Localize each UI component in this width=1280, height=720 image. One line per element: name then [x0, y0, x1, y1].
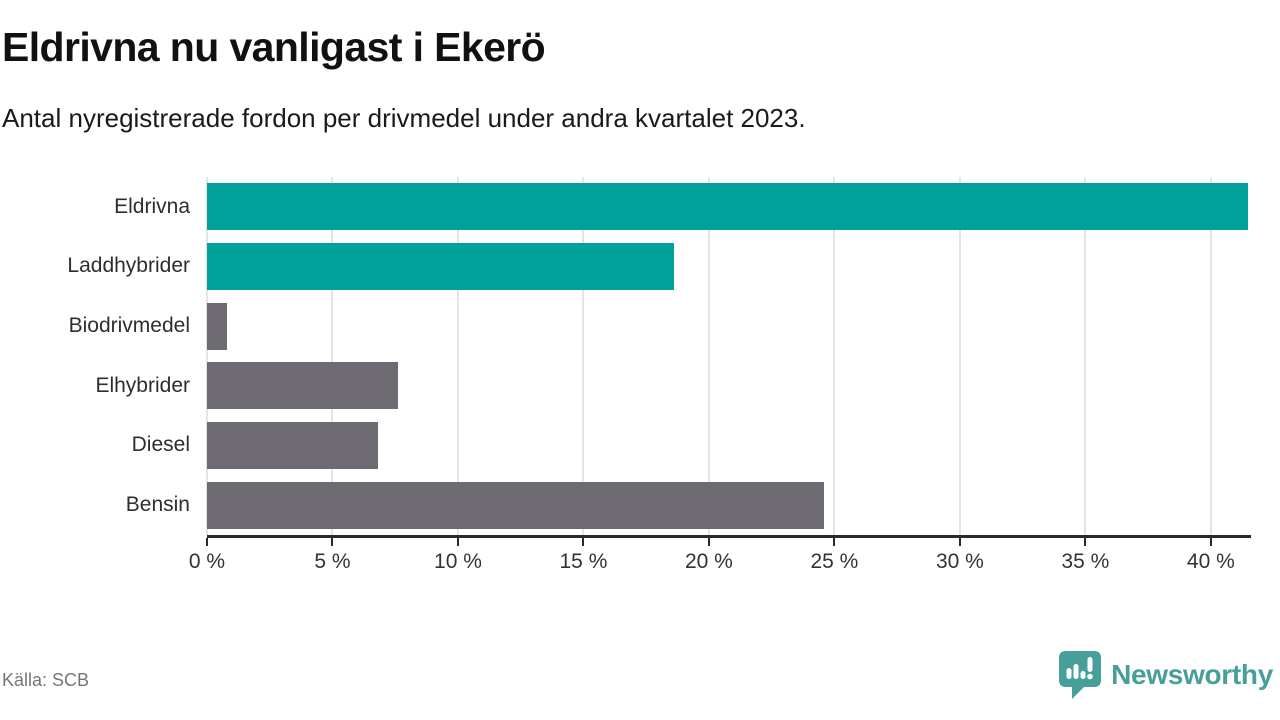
gridline	[1084, 177, 1087, 535]
newsworthy-logo: Newsworthy	[1058, 650, 1273, 700]
gridline	[456, 177, 459, 535]
gridline	[833, 177, 836, 535]
x-tick	[206, 538, 208, 546]
x-tick	[833, 538, 836, 546]
x-tick-label: 5 %	[314, 550, 351, 573]
x-axis-line	[207, 535, 1251, 538]
plot-area: 0 % 5 % 10 % 15 % 20 % 25 % 30 % 35 % 40 %	[189, 177, 1251, 573]
newsworthy-logo-text: Newsworthy	[1111, 659, 1273, 690]
gridline	[1209, 177, 1212, 535]
chart-title: Eldrivna nu vanligast i Ekerö	[2, 24, 546, 70]
x-tick	[1209, 538, 1212, 546]
gridline	[331, 177, 334, 535]
x-tick	[707, 538, 710, 546]
chart-subtitle: Antal nyregistrerade fordon per drivmede…	[2, 103, 806, 133]
bar	[207, 422, 378, 469]
category-label: Elhybrider	[95, 373, 190, 397]
bar	[207, 302, 228, 350]
x-tick-label: 25 %	[810, 550, 859, 573]
x-tick	[456, 538, 459, 546]
category-label: Bensin	[125, 493, 190, 517]
category-label: Laddhybrider	[67, 254, 190, 278]
x-tick-label: 20 %	[684, 550, 733, 573]
gridline	[582, 177, 585, 535]
x-tick-label: 40 %	[1186, 550, 1235, 573]
x-tick-label: 15 %	[559, 550, 608, 573]
bar	[207, 183, 1249, 231]
bar	[207, 481, 825, 529]
x-tick	[582, 538, 585, 546]
x-tick-label: 0 %	[188, 550, 226, 573]
gridline	[707, 177, 710, 535]
gridline	[958, 177, 961, 535]
x-tick-label: 30 %	[935, 550, 984, 573]
bar	[207, 362, 398, 410]
gridline	[206, 177, 208, 535]
x-tick	[1084, 538, 1087, 546]
category-labels: Eldrivna Laddhybrider Biodrivmedel Elhybrid…	[0, 177, 190, 535]
x-tick	[958, 538, 961, 546]
bar	[207, 243, 674, 290]
category-label: Diesel	[131, 433, 190, 457]
x-tick-label: 10 %	[434, 550, 482, 573]
newsworthy-speech-bubble-icon	[1059, 651, 1102, 699]
source-label: Källa: SCB	[2, 670, 90, 690]
category-label: Biodrivmedel	[68, 314, 190, 338]
x-tick-label: 35 %	[1061, 550, 1110, 573]
x-tick	[331, 538, 334, 546]
category-label: Eldrivna	[114, 194, 190, 218]
